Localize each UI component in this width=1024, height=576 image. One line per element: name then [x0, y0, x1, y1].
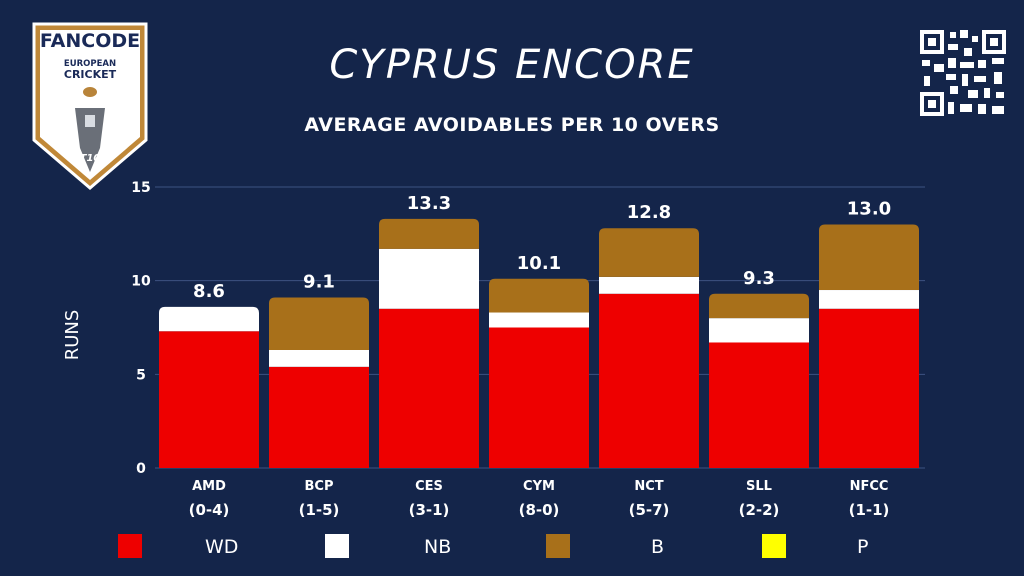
bar-segment-b	[599, 228, 699, 277]
bar-segment-wd	[599, 293, 699, 468]
logo-line1: EUROPEAN	[64, 59, 116, 69]
x-tick-label: AMD	[192, 479, 226, 494]
logo-line2: CRICKET	[64, 68, 117, 81]
bar-segment-b	[819, 224, 919, 291]
team-record-label: (1-5)	[299, 501, 340, 519]
bar-total-label: 10.1	[517, 253, 561, 274]
team-record-label: (8-0)	[519, 501, 560, 519]
chart-subtitle: AVERAGE AVOIDABLES PER 10 OVERS	[304, 114, 720, 136]
team-record-label: (5-7)	[629, 501, 670, 519]
y-tick-label: 5	[136, 367, 146, 383]
team-record-label: (2-2)	[739, 501, 780, 519]
bar-segment-nb	[819, 290, 919, 309]
fancode-european-cricket-logo: FANCODE EUROPEAN CRICKET T10	[32, 22, 148, 190]
bar-total-label: 13.3	[407, 193, 451, 214]
bar-segment-b	[709, 293, 809, 319]
legend-label-wd: WD	[205, 536, 239, 558]
bar-segment-nb	[379, 248, 479, 309]
x-tick-label: SLL	[746, 479, 772, 494]
bar-segment-wd	[269, 366, 369, 468]
legend-swatch-b	[546, 534, 570, 558]
bar-segment-nb	[599, 276, 699, 294]
bar-total-label: 13.0	[847, 198, 891, 219]
bar-segment-b	[489, 278, 589, 313]
bar-segment-nb	[709, 318, 809, 343]
bar-segment-nb	[269, 349, 369, 367]
bar-segment-nb	[159, 306, 259, 332]
x-tick-label: NFCC	[850, 479, 889, 494]
y-tick-label: 10	[131, 274, 151, 290]
page-title: CYPRUS ENCORE	[329, 42, 695, 88]
bar-segment-wd	[379, 308, 479, 468]
y-tick-label: 0	[136, 461, 146, 477]
bar-segment-wd	[709, 342, 809, 468]
x-tick-label: CES	[415, 479, 443, 494]
legend-swatch-wd	[118, 534, 142, 558]
legend-label-p: P	[857, 536, 869, 558]
bar-total-label: 9.3	[743, 268, 775, 289]
bar-total-label: 9.1	[303, 272, 335, 293]
logo-badge: T10	[80, 153, 101, 164]
logo-brand: FANCODE	[40, 30, 140, 52]
bar-segment-wd	[159, 331, 259, 468]
legend-label-b: B	[651, 536, 665, 558]
team-record-label: (3-1)	[409, 501, 450, 519]
bar-segment-b	[379, 218, 479, 249]
bar-segment-nb	[489, 312, 589, 328]
bar-segment-wd	[819, 308, 919, 468]
legend-swatch-nb	[325, 534, 349, 558]
x-tick-label: CYM	[523, 479, 555, 494]
chart-legend: WD NB B P	[0, 534, 1024, 560]
y-axis-label: RUNS	[62, 310, 83, 361]
legend-swatch-p	[762, 534, 786, 558]
x-tick-label: NCT	[634, 479, 663, 494]
bar-segment-wd	[489, 327, 589, 468]
team-record-label: (0-4)	[189, 501, 230, 519]
qr-code-icon	[918, 28, 1008, 118]
y-tick-label: 15	[131, 180, 150, 196]
legend-label-nb: NB	[424, 536, 452, 558]
team-record-label: (1-1)	[849, 501, 890, 519]
bar-total-label: 8.6	[193, 281, 225, 302]
bar-total-label: 12.8	[627, 202, 671, 223]
bar-segment-b	[269, 297, 369, 350]
x-tick-label: BCP	[305, 479, 334, 494]
